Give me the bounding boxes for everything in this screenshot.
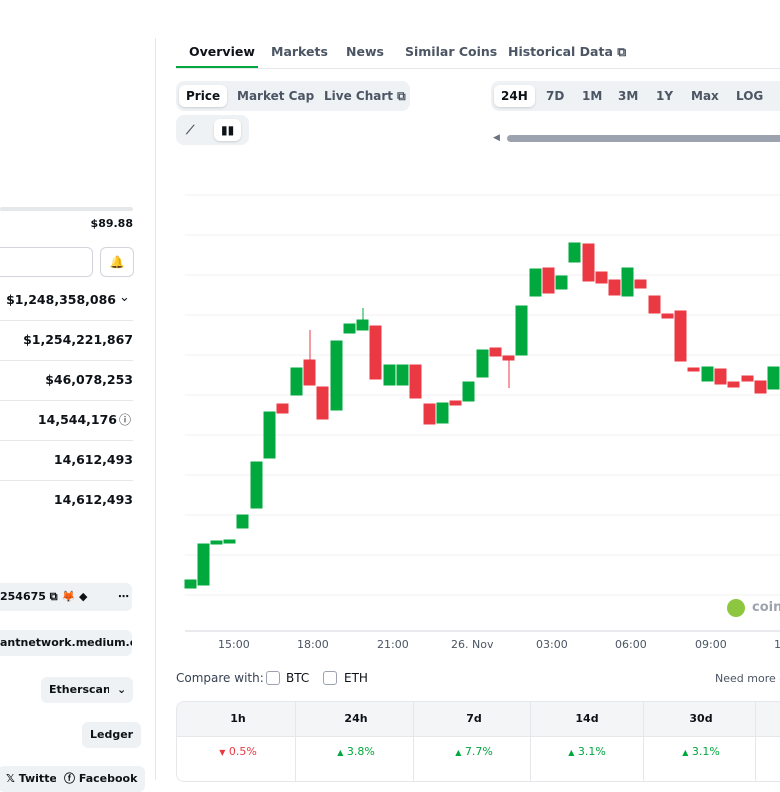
range-tabs: 24H 7D 1M 3M 1Y Max LOG: [491, 81, 780, 111]
watermark: coing: [752, 600, 780, 615]
candle-icon[interactable]: ▮▮: [214, 119, 242, 141]
info-icon[interactable]: ⓘ: [119, 413, 132, 427]
stat: $1,254,221,867: [23, 332, 133, 347]
compare-option[interactable]: ETH: [344, 671, 368, 685]
chevron[interactable]: ⌄: [119, 290, 130, 305]
table-cell: ▼ 0.5%: [219, 745, 257, 758]
change: 0.5%: [228, 745, 257, 758]
x-label: 03:00: [536, 638, 568, 651]
checkbox[interactable]: [266, 671, 280, 685]
change: 3.8%: [346, 745, 375, 758]
table-cell: ▲ 3.8%: [337, 745, 375, 758]
x-label: 18:00: [297, 638, 329, 651]
social-label: Facebook: [78, 772, 138, 785]
compare-label: Compare with:: [176, 671, 264, 685]
table-head: 30d: [689, 712, 713, 725]
bell-button[interactable]: 🔔: [100, 247, 134, 277]
table-cell: ▲ 3.1%: [682, 745, 720, 758]
dropdown[interactable]: ⌄: [109, 677, 133, 703]
table-head: 14d: [575, 712, 599, 725]
tab-underline: [176, 66, 258, 68]
candles: [184, 242, 780, 589]
more-data[interactable]: Need more da: [715, 672, 780, 685]
x-label: 26. Nov: [451, 638, 494, 651]
link[interactable]: Ledger: [82, 722, 142, 748]
divider: [0, 400, 133, 401]
stat: 14,544,176: [37, 412, 117, 427]
table-cell: ▲ 7.7%: [455, 745, 493, 758]
x-label: 21:00: [377, 638, 409, 651]
tab[interactable]: Markets: [271, 44, 328, 59]
divider: [0, 440, 133, 441]
range[interactable]: 1M: [582, 89, 603, 103]
candle-chart: [184, 194, 780, 632]
input[interactable]: [0, 247, 93, 277]
contract: 254675: [0, 590, 46, 603]
range[interactable]: 24H: [494, 85, 535, 107]
price: $89.88: [90, 217, 133, 230]
link[interactable]: Etherscan: [41, 677, 119, 703]
line-icon[interactable]: ⟋: [186, 123, 195, 137]
table-head: 1h: [230, 712, 246, 725]
x-label: 1: [774, 638, 780, 651]
range[interactable]: Max: [691, 89, 719, 103]
divider: [0, 320, 133, 321]
table-head: 24h: [344, 712, 368, 725]
view-tab[interactable]: Market Cap: [237, 89, 315, 103]
checkbox[interactable]: [323, 671, 337, 685]
change: 3.1%: [691, 745, 720, 758]
divider: [0, 360, 133, 361]
table-header: [177, 702, 780, 736]
tab-label: Historical Data: [508, 44, 613, 59]
tab[interactable]: Historical Data ⧉: [508, 44, 627, 59]
progress: [0, 207, 133, 211]
tab[interactable]: Overview: [189, 44, 255, 59]
view-tab-label: Live Chart: [324, 89, 393, 103]
stat: 14,612,493: [53, 492, 133, 507]
x-label: 09:00: [695, 638, 727, 651]
tab-border: [176, 68, 780, 69]
social[interactable]: ⓕ Facebook: [56, 766, 146, 792]
link[interactable]: antnetwork.medium.com: [0, 630, 132, 656]
divider: [0, 480, 133, 481]
range[interactable]: LOG: [736, 89, 764, 103]
tab[interactable]: Similar Coins: [405, 44, 498, 59]
change: 7.7%: [464, 745, 493, 758]
x-label: 06:00: [615, 638, 647, 651]
grid: [185, 194, 780, 596]
divider: [155, 38, 156, 780]
range[interactable]: 3M: [618, 89, 639, 103]
view-tabs: Price Market Cap Live Chart ⧉: [176, 81, 410, 111]
compare-option[interactable]: BTC: [286, 671, 310, 685]
range[interactable]: 7D: [546, 89, 565, 103]
view-tab[interactable]: Price: [179, 85, 228, 107]
more-button[interactable]: ⋯: [110, 583, 132, 611]
chart-type: ⟋ ▮▮: [176, 115, 249, 145]
scroll-arrow[interactable]: ◀: [493, 133, 500, 143]
change: 3.1%: [577, 745, 606, 758]
scrollbar[interactable]: [507, 135, 780, 142]
stat: 14,612,493: [53, 452, 133, 467]
performance-table: [176, 701, 780, 782]
range[interactable]: 1Y: [656, 89, 674, 103]
tab[interactable]: News: [346, 44, 384, 59]
table-cell: ▲ 3.1%: [568, 745, 606, 758]
stat: $1,248,358,086: [6, 292, 116, 307]
table-head: 7d: [466, 712, 482, 725]
stat: $46,078,253: [45, 372, 133, 387]
x-label: 15:00: [218, 638, 250, 651]
view-tab[interactable]: Live Chart ⧉: [324, 89, 406, 103]
logo: [727, 599, 745, 617]
